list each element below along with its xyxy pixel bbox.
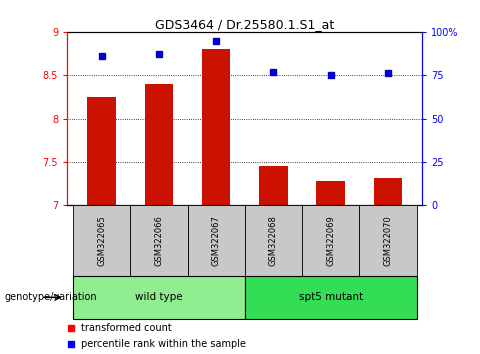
Bar [245,276,417,319]
Text: genotype/variation: genotype/variation [5,292,97,302]
Bar [374,178,402,205]
Bar [144,84,173,205]
Text: GSM322067: GSM322067 [212,215,221,266]
Text: GSM322066: GSM322066 [155,215,163,266]
Bar [259,166,288,205]
Text: GSM322065: GSM322065 [97,215,106,266]
Bar [360,205,417,276]
Bar [245,205,302,276]
Bar [73,276,245,319]
Text: spt5 mutant: spt5 mutant [299,292,363,302]
Text: percentile rank within the sample: percentile rank within the sample [82,339,246,349]
Bar [202,49,230,205]
Bar [316,181,345,205]
Bar [73,205,130,276]
Bar [87,97,116,205]
Text: transformed count: transformed count [82,322,172,332]
Text: GSM322069: GSM322069 [326,215,335,266]
Title: GDS3464 / Dr.25580.1.S1_at: GDS3464 / Dr.25580.1.S1_at [155,18,335,31]
Text: wild type: wild type [135,292,183,302]
Bar [302,205,360,276]
Bar [188,205,245,276]
Bar [130,205,188,276]
Text: GSM322068: GSM322068 [269,215,278,266]
Text: GSM322070: GSM322070 [384,215,393,266]
